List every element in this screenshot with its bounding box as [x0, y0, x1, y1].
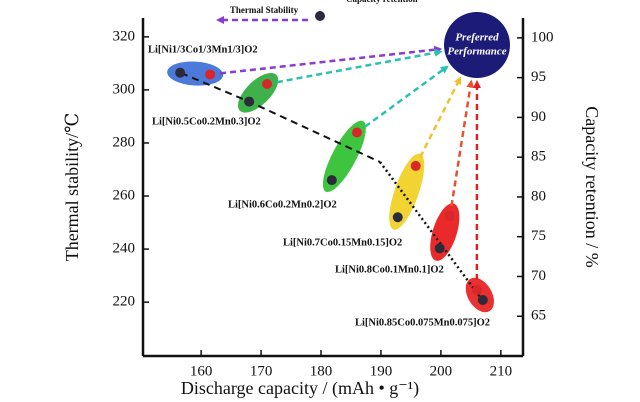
x-tick-label: 160 — [190, 363, 213, 379]
y-tick-label: 300 — [113, 81, 136, 97]
point-label: Li[Ni0.85Co0.075Mn0.075]O2 — [355, 317, 490, 328]
arrow — [450, 79, 475, 207]
arrow — [276, 48, 443, 84]
material-ellipse — [167, 61, 224, 86]
material-ellipse — [322, 120, 366, 193]
plot — [167, 45, 494, 313]
material-ellipse — [237, 72, 279, 113]
y-axis-label: Thermal stability/℃ — [62, 113, 82, 262]
annotation: Performance — [447, 46, 506, 58]
point-label: Li[Ni0.5Co0.2Mn0.3]O2 — [152, 116, 261, 127]
y2-tick-label: 65 — [531, 308, 546, 324]
y2-tick-label: 80 — [531, 188, 546, 204]
material-ellipse — [389, 153, 425, 230]
y2-tick-label: 75 — [531, 228, 546, 244]
preferred-circle — [444, 12, 510, 78]
legend-label: Capacity retention — [346, 0, 418, 4]
y-tick-label: 220 — [113, 294, 136, 310]
point-label: Li[Ni0.7Co0.15Mn0.15]O2 — [283, 237, 402, 248]
thermal-point — [434, 243, 445, 254]
point-label: Li[Ni0.6Co0.2Mn0.2]O2 — [228, 199, 337, 210]
y2-tick-label: 95 — [531, 69, 546, 85]
retention-point — [410, 160, 421, 171]
x-tick-label: 210 — [490, 363, 513, 379]
y2-tick-label: 90 — [531, 109, 546, 125]
y-tick-label: 280 — [113, 134, 136, 150]
legend-label: Thermal Stability — [230, 5, 299, 15]
y-tick-label: 320 — [113, 28, 136, 44]
y2-tick-label: 100 — [531, 29, 554, 45]
retention-point — [262, 79, 273, 90]
retention-point — [205, 69, 216, 80]
thermal-point — [392, 212, 403, 223]
thermal-point — [244, 96, 255, 107]
y2-tick-label: 70 — [531, 268, 546, 284]
x-tick-label: 180 — [310, 363, 333, 379]
point-label: Li[Ni1/3Co1/3Mn1/3]O2 — [148, 44, 258, 55]
x-tick-label: 170 — [250, 363, 273, 379]
arrow — [364, 65, 449, 128]
thermal-point — [175, 67, 186, 78]
x-tick-label: 200 — [430, 363, 453, 379]
trend-line — [378, 161, 485, 302]
y-tick-label: 260 — [113, 187, 136, 203]
arrow — [219, 45, 443, 75]
annotation: Preferred — [455, 32, 499, 44]
y2-axis-label: Capacity retention / % — [582, 106, 602, 267]
retention-point — [444, 211, 455, 222]
y2-tick-label: 85 — [531, 149, 546, 165]
thermal-point — [326, 175, 337, 186]
x-axis-label: Discharge capacity / (mAh • g⁻¹) — [181, 378, 419, 399]
legend-dot — [315, 11, 325, 21]
retention-point — [471, 284, 482, 295]
y-tick-label: 240 — [113, 241, 136, 257]
thermal-point — [477, 295, 488, 306]
point-label: Li[Ni0.8Co0.1Mn0.1]O2 — [335, 264, 444, 275]
x-tick-label: 190 — [370, 363, 393, 379]
arrow — [419, 76, 462, 158]
retention-point — [351, 127, 362, 138]
